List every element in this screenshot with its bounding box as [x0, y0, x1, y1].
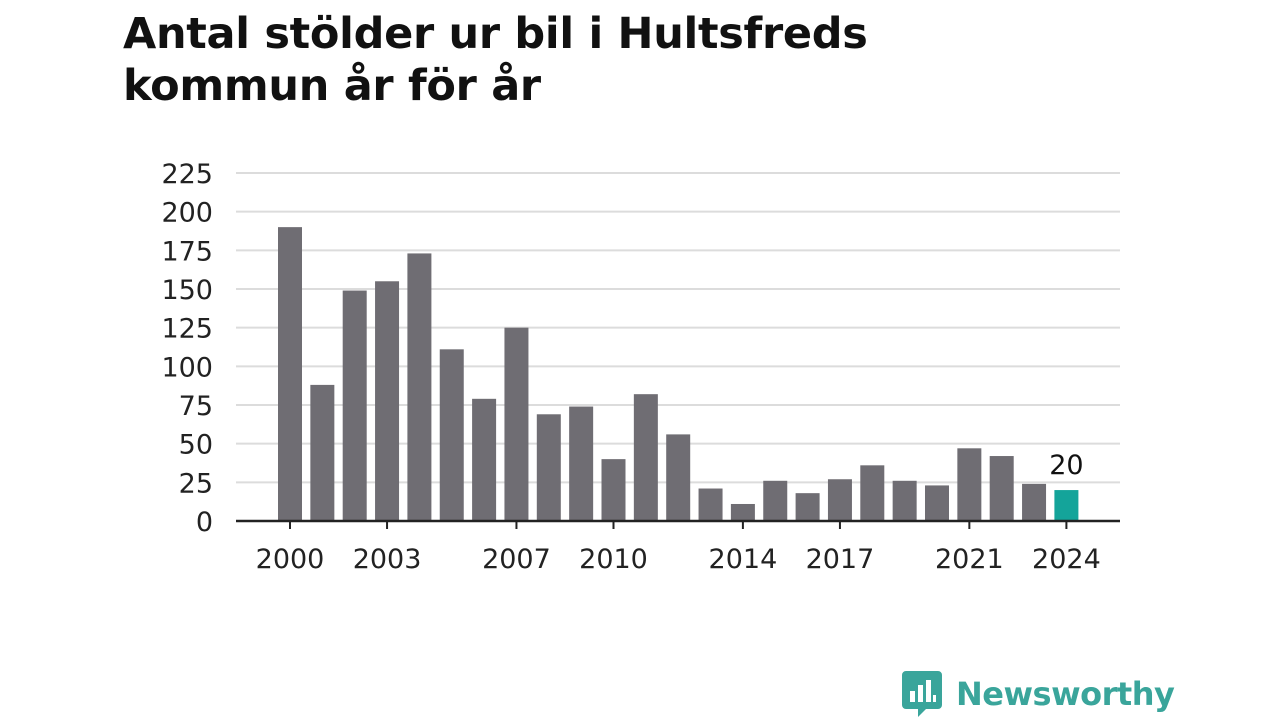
x-tick-label-2024: 2024 — [1032, 544, 1101, 575]
bar-2014 — [730, 503, 755, 521]
y-tick-label-0: 0 — [196, 507, 213, 538]
x-tick-label-2017: 2017 — [806, 544, 875, 575]
bars — [278, 227, 1079, 521]
bar-2020 — [925, 485, 949, 521]
bar-2010 — [601, 459, 626, 521]
bar-2006 — [472, 398, 497, 521]
bar-2024 — [1054, 490, 1079, 521]
bar-2001 — [310, 384, 335, 521]
y-tick-label-50: 50 — [179, 430, 213, 461]
bar-2007 — [504, 327, 529, 521]
bar-2015 — [763, 480, 788, 521]
chart-title: Antal stölder ur bil i Hultsfreds kommun… — [123, 8, 1023, 112]
x-tick-label-2021: 2021 — [935, 544, 1004, 575]
bar-2011 — [633, 394, 658, 521]
x-tick-label-2007: 2007 — [482, 544, 551, 575]
data-label-2024: 20 — [1049, 450, 1083, 481]
x-tick-label-2010: 2010 — [579, 544, 648, 575]
chat-bubble-bar-chart-icon — [902, 671, 942, 717]
y-axis-tick-labels: 0 25 50 75 100 125 150 175 200 225 — [161, 159, 213, 538]
bar-2012 — [666, 434, 691, 521]
bar-2000 — [278, 227, 302, 521]
chart-title-line-2: kommun år för år — [123, 61, 541, 111]
brand-name: Newsworthy — [956, 675, 1175, 713]
bar-2002 — [342, 290, 367, 521]
bar-2023 — [1022, 483, 1047, 521]
bar-2005 — [439, 349, 464, 521]
bar-2013 — [698, 488, 723, 521]
bar-2018 — [860, 465, 885, 521]
y-tick-label-75: 75 — [179, 391, 213, 422]
bar-2016 — [795, 493, 820, 521]
y-tick-label-100: 100 — [161, 352, 213, 383]
bar-2021 — [957, 448, 982, 521]
bar-2009 — [569, 406, 594, 521]
bar-2004 — [407, 253, 432, 521]
bar-2022 — [989, 456, 1014, 521]
bar-2017 — [827, 479, 852, 521]
annotations: 20 — [1049, 450, 1083, 481]
bar-2008 — [536, 414, 561, 521]
x-tick-label-2003: 2003 — [353, 544, 422, 575]
y-tick-label-175: 175 — [161, 236, 213, 267]
y-tick-label-125: 125 — [161, 314, 213, 345]
y-tick-label-150: 150 — [161, 275, 213, 306]
y-tick-label-25: 25 — [179, 468, 213, 499]
bar-2003 — [375, 281, 400, 521]
bar-2019 — [892, 480, 917, 521]
x-tick-label-2014: 2014 — [709, 544, 778, 575]
x-tick-label-2000: 2000 — [256, 544, 325, 575]
newsworthy-logo: Newsworthy — [902, 670, 1175, 718]
chart-title-line-1: Antal stölder ur bil i Hultsfreds — [123, 9, 868, 59]
x-axis-ticks: 2000 2003 2007 2010 2014 2017 2021 2024 — [256, 521, 1101, 575]
y-tick-label-225: 225 — [161, 159, 213, 190]
y-tick-label-200: 200 — [161, 198, 213, 229]
